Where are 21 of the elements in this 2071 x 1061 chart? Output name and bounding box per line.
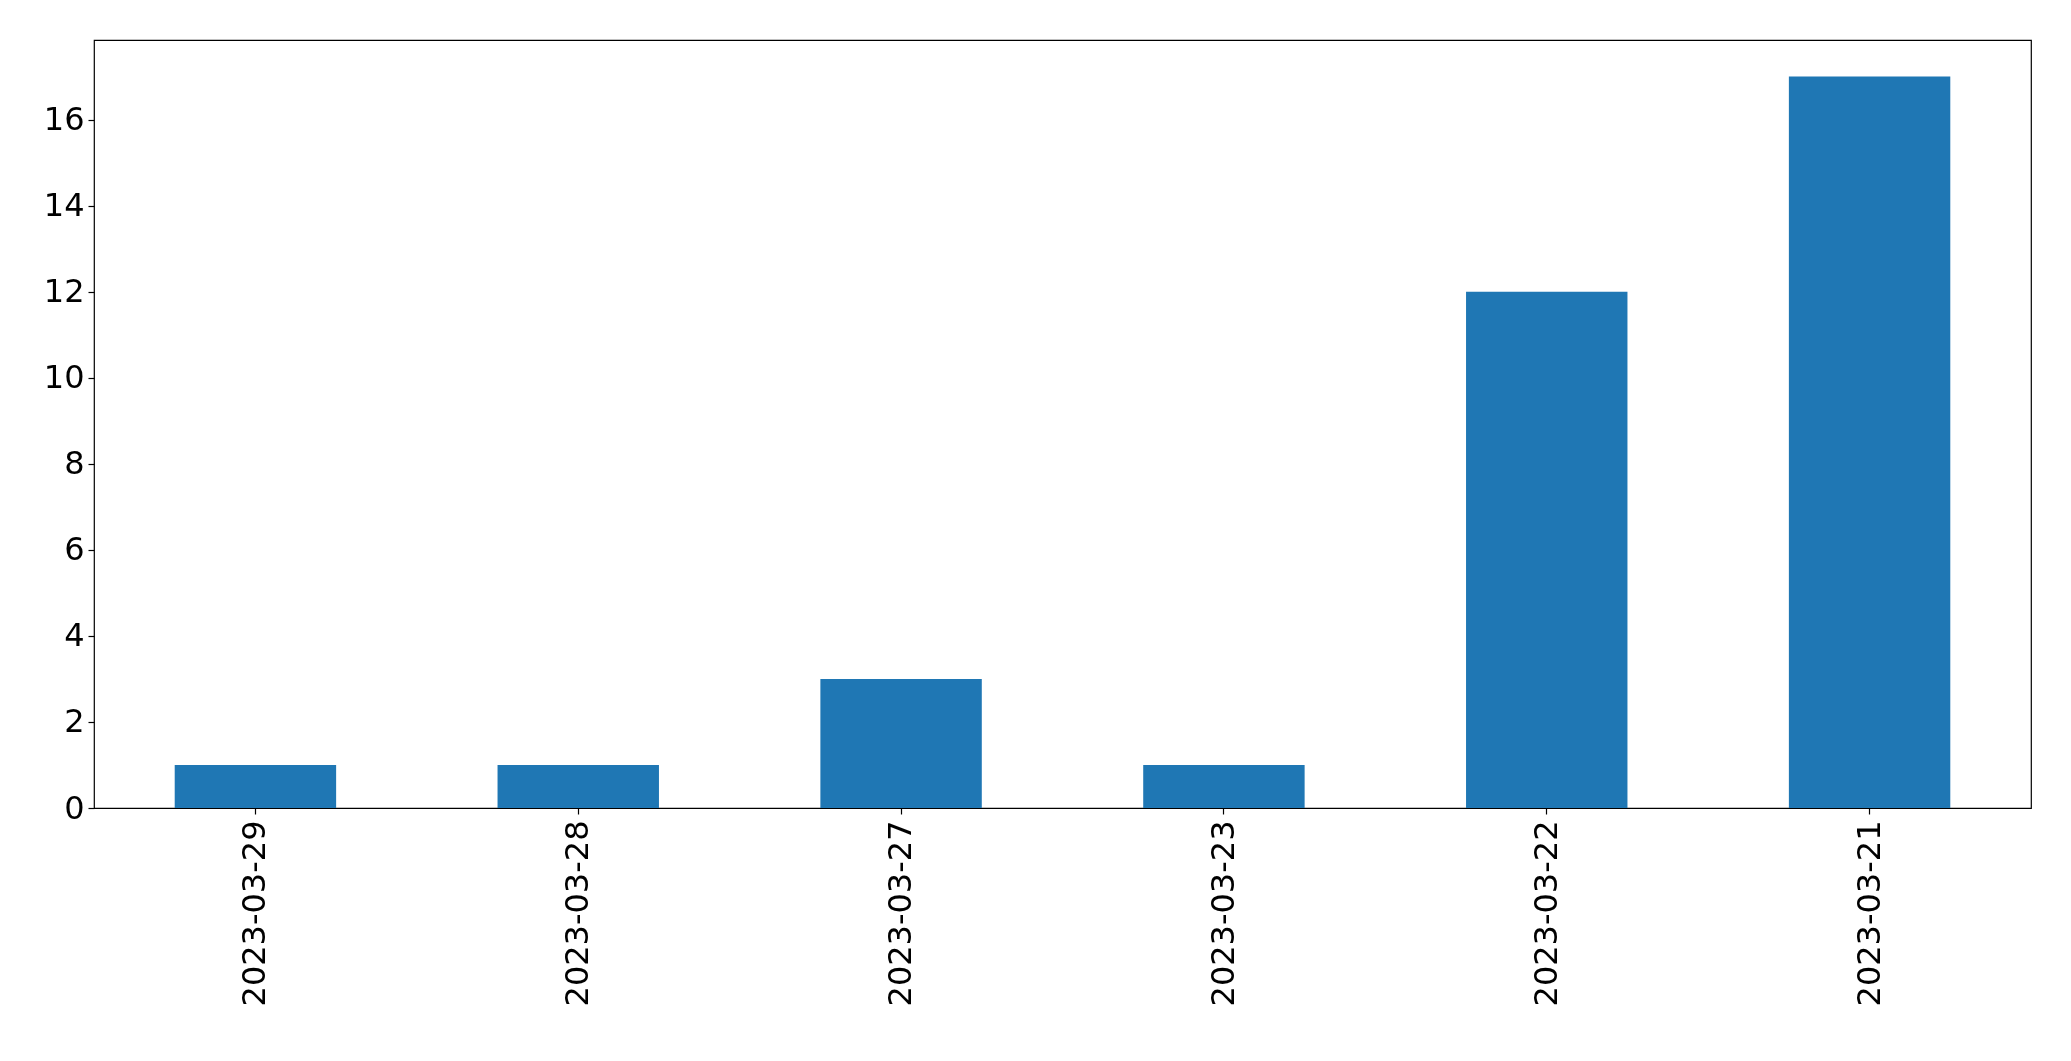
y-tick-label: 6 xyxy=(64,530,85,569)
x-tick-label: 2023-03-27 xyxy=(881,820,920,1007)
bar xyxy=(497,764,659,808)
y-tick-label: 8 xyxy=(64,444,85,483)
y-tick-label: 10 xyxy=(43,358,85,397)
x-tick-label: 2023-03-21 xyxy=(1849,820,1888,1007)
y-tick-label: 16 xyxy=(43,100,85,139)
x-tick-label: 2023-03-23 xyxy=(1203,820,1242,1007)
x-tick-label: 2023-03-22 xyxy=(1526,820,1565,1007)
y-tick-label: 0 xyxy=(64,788,85,827)
x-tick-label: 2023-03-28 xyxy=(558,820,597,1007)
x-tick-label: 2023-03-29 xyxy=(235,820,274,1007)
y-tick-label: 12 xyxy=(43,272,85,311)
bar xyxy=(174,764,337,808)
bar xyxy=(1788,76,1951,808)
y-tick-label: 2 xyxy=(64,702,85,741)
bar xyxy=(820,678,982,808)
y-tick-label: 14 xyxy=(43,186,85,225)
y-tick-label: 4 xyxy=(64,616,85,655)
bar xyxy=(1143,764,1305,808)
bar xyxy=(1466,291,1628,808)
